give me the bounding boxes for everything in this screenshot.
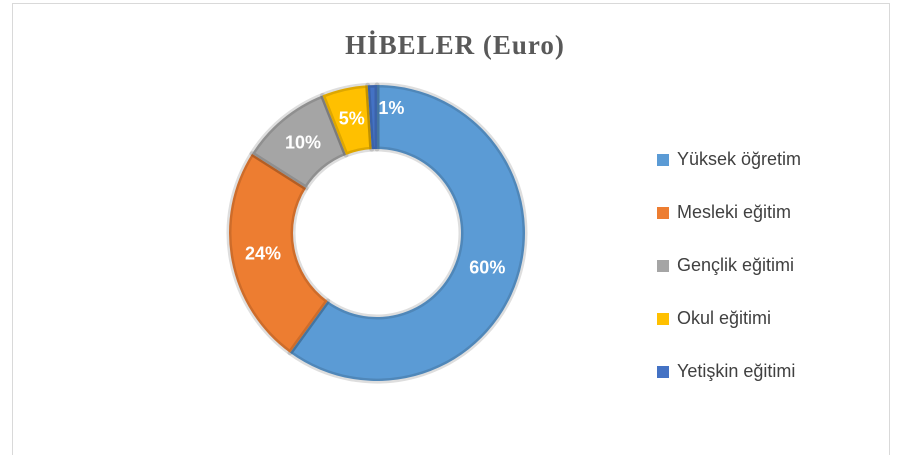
chart-title: HİBELER (Euro) [345,30,565,60]
donut-slice [287,82,528,384]
data-label: 5% [339,109,365,129]
legend-swatch [657,260,669,272]
legend-label: Okul eğitimi [677,308,771,328]
chart-frame [12,3,890,455]
data-label: 1% [378,98,404,118]
legend-swatch [657,313,669,325]
data-label: 10% [285,132,321,152]
legend-swatch [657,207,669,219]
data-label: 24% [245,243,281,263]
legend-label: Gençlik eğitimi [677,255,794,275]
legend-label: Yetişkin eğitimi [677,361,795,381]
legend-swatch [657,366,669,378]
donut-slice [365,82,380,152]
donut-slice [249,92,349,191]
legend-label: Mesleki eğitim [677,202,791,222]
legend-swatch [657,154,669,166]
donut-slice [226,151,331,356]
data-label: 60% [469,258,505,278]
legend-label: Yüksek öğretim [677,149,801,169]
